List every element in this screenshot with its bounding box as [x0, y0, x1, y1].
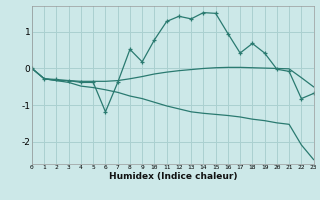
X-axis label: Humidex (Indice chaleur): Humidex (Indice chaleur) [108, 172, 237, 181]
